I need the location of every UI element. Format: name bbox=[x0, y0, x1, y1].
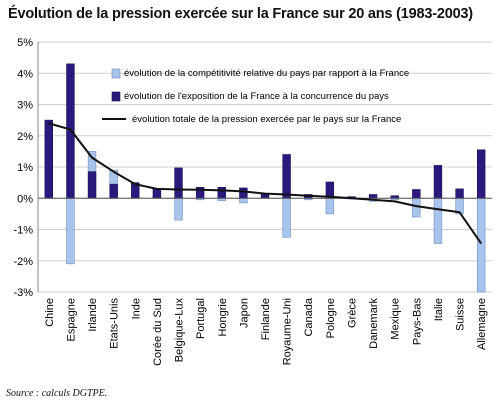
bar-exposition bbox=[282, 154, 291, 199]
x-axis: Chine Espagne Irlande Etats-Unis Inde Corée d… bbox=[44, 297, 488, 366]
bar-exposition bbox=[44, 119, 54, 199]
x-category-label: Belgique-Lux bbox=[174, 298, 186, 363]
y-tick-label: 3% bbox=[17, 100, 33, 112]
x-category-label: Finlande bbox=[260, 298, 272, 340]
bar-competitivite bbox=[282, 197, 291, 238]
bar-competitivite bbox=[66, 197, 75, 265]
chart-title: Évolution de la pression exercée sur la … bbox=[8, 6, 473, 22]
source-note: Source : calculs DGTPE. bbox=[6, 388, 108, 399]
y-tick-label: 0% bbox=[17, 193, 33, 205]
bar-exposition bbox=[476, 149, 486, 199]
x-category-label: Danemark bbox=[368, 298, 380, 349]
x-category-label: Espagne bbox=[65, 298, 77, 341]
legend-label: évolution de l'exposition de la France à… bbox=[124, 91, 389, 102]
bar-exposition bbox=[368, 194, 378, 199]
y-tick-label: 4% bbox=[17, 68, 33, 80]
x-category-label: Grèce bbox=[346, 298, 358, 328]
x-category-label: Pologne bbox=[325, 298, 337, 338]
x-category-label: Suisse bbox=[455, 298, 467, 331]
x-category-label: Royaume-Uni bbox=[282, 298, 294, 365]
bar-competitivite bbox=[433, 197, 443, 244]
bar-exposition bbox=[152, 188, 162, 199]
legend-swatch bbox=[111, 91, 121, 102]
x-category-label: Portugal bbox=[195, 298, 207, 339]
bar-exposition bbox=[217, 187, 226, 199]
y-tick-label: -2% bbox=[13, 256, 33, 268]
bar-exposition bbox=[433, 165, 443, 199]
legend-label: évolution totale de la pression exercée … bbox=[132, 114, 401, 125]
y-tick-label: -3% bbox=[13, 287, 33, 299]
x-category-label: Irlande bbox=[87, 298, 99, 332]
bar-exposition bbox=[174, 167, 183, 199]
y-tick-label: -1% bbox=[13, 225, 33, 237]
bar-competitivite bbox=[174, 197, 183, 221]
bar-exposition bbox=[109, 183, 118, 199]
bar-competitivite bbox=[239, 197, 248, 204]
x-category-label: Japon bbox=[238, 298, 250, 328]
bar-competitivite bbox=[412, 197, 421, 218]
legend-label: évolution de la compétitivité relative d… bbox=[124, 68, 409, 79]
x-category-label: Etats-Unis bbox=[109, 298, 121, 349]
x-category-label: Canada bbox=[303, 297, 315, 336]
bar-exposition bbox=[87, 171, 97, 199]
bar-competitivite bbox=[325, 197, 335, 215]
bar-exposition bbox=[260, 194, 270, 199]
series-line-total bbox=[48, 122, 483, 245]
y-tick-label: 1% bbox=[17, 162, 33, 174]
bar-exposition bbox=[412, 189, 421, 199]
x-category-label: Pays-Bas bbox=[411, 298, 423, 346]
x-category-label: Allemagne bbox=[476, 298, 488, 350]
x-category-label: Chine bbox=[44, 298, 56, 327]
x-category-label: Corée du Sud bbox=[152, 298, 164, 366]
x-category-label: Italie bbox=[433, 298, 445, 321]
bar-competitivite bbox=[476, 197, 486, 293]
bars bbox=[38, 63, 492, 293]
bar-exposition bbox=[239, 187, 248, 199]
x-category-label: Hongrie bbox=[217, 298, 229, 337]
x-category-label: Inde bbox=[130, 298, 142, 319]
gridlines bbox=[38, 41, 492, 293]
x-category-label: Mexique bbox=[390, 298, 402, 340]
y-tick-label: 2% bbox=[17, 131, 33, 143]
legend-swatch bbox=[111, 68, 121, 79]
bar-exposition bbox=[455, 188, 464, 199]
legend: évolution de la compétitivité relative d… bbox=[102, 68, 409, 125]
total-line bbox=[48, 122, 483, 245]
y-tick-label: 5% bbox=[17, 37, 33, 49]
y-axis: 5% 4% 3% 2% 1% 0% -1% -2% -3% bbox=[13, 37, 39, 299]
